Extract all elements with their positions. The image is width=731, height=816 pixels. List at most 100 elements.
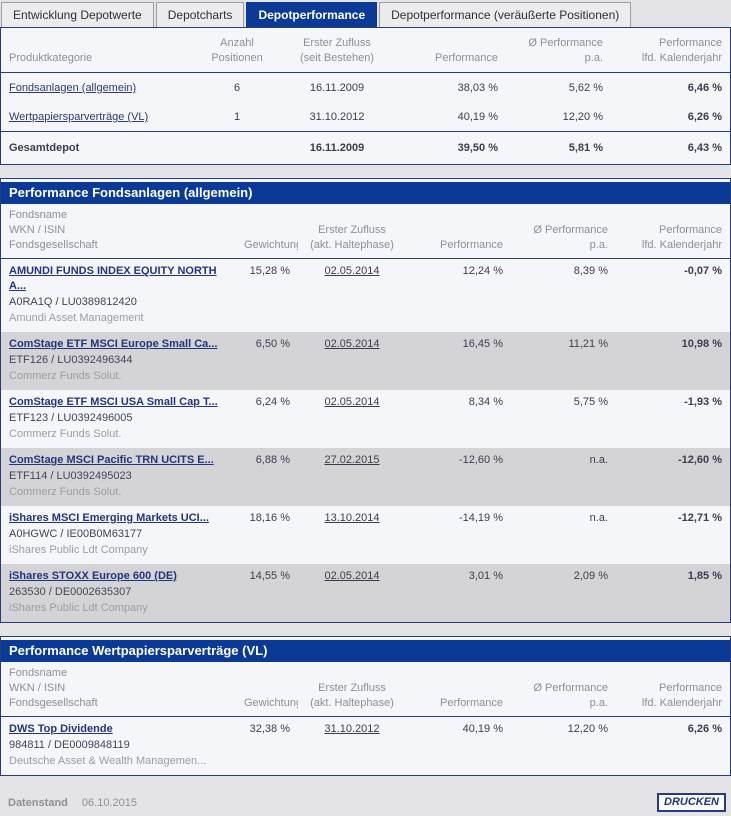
- datenstand-label: Datenstand: [8, 796, 68, 809]
- summary-header-anzahl-positionen: Anzahl Positionen: [201, 28, 273, 73]
- fund-perf-ytd: 10,98 %: [616, 332, 730, 390]
- fund-perf: -14,19 %: [458, 512, 503, 524]
- summary-count: 6: [233, 82, 241, 94]
- vl-panel: Performance Wertpapiersparverträge (VL) …: [0, 636, 731, 776]
- summary-total-perf-ytd: 6,43 %: [611, 131, 730, 164]
- summary-header-performance: Performance: [401, 28, 506, 73]
- fund-wkn-isin: 263530 / DE0002635307: [9, 586, 132, 598]
- fondsanlagen-link[interactable]: Fondsanlagen (allgemein): [9, 82, 137, 94]
- summary-count: 1: [233, 111, 241, 123]
- summary-row-fondsanlagen: Fondsanlagen (allgemein) 6 16.11.2009 38…: [1, 73, 730, 103]
- fund-header-fondsname: Fondsname WKN / ISIN Fondsgesellschaft: [1, 204, 236, 259]
- fund-header-erster-zufluss: Erster Zufluss (akt. Haltephase): [298, 204, 406, 259]
- fund-date-link[interactable]: 13.10.2014: [324, 512, 380, 524]
- fund-name-link[interactable]: DWS Top Dividende: [9, 723, 113, 735]
- fund-date-link[interactable]: 02.05.2014: [324, 570, 380, 582]
- summary-perf: 40,19 %: [457, 111, 498, 123]
- fund-header-performance-ytd: Performance lfd. Kalenderjahr: [616, 204, 730, 259]
- fund-row: ComStage MSCI Pacific TRN UCITS E... ETF…: [1, 448, 730, 506]
- fund-perf: 16,45 %: [406, 332, 511, 390]
- fund-perf-pa: 2,09 %: [511, 564, 616, 622]
- fund-name-link[interactable]: ComStage MSCI Pacific TRN UCITS E...: [9, 454, 214, 466]
- fund-perf-pa: 5,75 %: [573, 396, 608, 408]
- fund-perf-ytd: -0,07 %: [684, 265, 722, 277]
- fund-perf: 12,24 %: [462, 265, 503, 277]
- summary-perf-pa: 5,62 %: [568, 82, 603, 94]
- fund-wkn-isin: A0HGWC / IE00B0M63177: [9, 528, 143, 540]
- tab-depotperformance[interactable]: Depotperformance: [246, 2, 378, 27]
- summary-header-produktkategorie: Produktkategorie: [1, 28, 201, 73]
- fondsanlagen-table: Fondsname WKN / ISIN Fondsgesellschaft Gew…: [1, 204, 730, 622]
- summary-total-count: [201, 131, 273, 164]
- tab-entwicklung-depotwerte[interactable]: Entwicklung Depotwerte: [1, 2, 154, 27]
- fund-company: Amundi Asset Management: [9, 312, 144, 324]
- summary-table: Produktkategorie Anzahl Positionen Erster…: [1, 28, 730, 164]
- vl-table: Fondsname WKN / ISIN Fondsgesellschaft Gew…: [1, 662, 730, 775]
- fund-header-performance-ytd: Performance lfd. Kalenderjahr: [616, 662, 730, 717]
- fund-perf: 3,01 %: [406, 564, 511, 622]
- fund-header-row: Fondsname WKN / ISIN Fondsgesellschaft Gew…: [1, 204, 730, 259]
- fund-weight: 14,55 %: [236, 564, 298, 622]
- summary-perf: 38,03 %: [457, 82, 498, 94]
- summary-total-row: Gesamtdepot 16.11.2009 39,50 % 5,81 % 6,…: [1, 131, 730, 164]
- fund-date-link[interactable]: 02.05.2014: [324, 265, 380, 277]
- summary-perf-ytd: 6,46 %: [687, 82, 722, 94]
- fund-name-link[interactable]: ComStage ETF MSCI Europe Small Ca...: [9, 338, 218, 350]
- fund-date-link[interactable]: 31.10.2012: [324, 723, 380, 735]
- summary-header-performance-ytd: Performance lfd. Kalenderjahr: [611, 28, 730, 73]
- fund-wkn-isin: ETF114 / LU0392495023: [9, 470, 132, 482]
- fund-perf-pa: 12,20 %: [567, 723, 608, 735]
- fund-weight: 6,88 %: [236, 448, 298, 506]
- summary-date: 31.10.2012: [309, 111, 365, 123]
- fund-name-link[interactable]: iShares STOXX Europe 600 (DE): [9, 570, 177, 582]
- tab-bar: Entwicklung Depotwerte Depotcharts Depot…: [0, 0, 731, 27]
- fund-perf-pa: n.a.: [511, 448, 616, 506]
- summary-perf-ytd: 6,26 %: [687, 111, 722, 123]
- fund-header-erster-zufluss: Erster Zufluss (akt. Haltephase): [298, 662, 406, 717]
- summary-total-perf-pa: 5,81 %: [506, 131, 611, 164]
- fund-perf-pa: n.a.: [589, 512, 608, 524]
- fund-name-link[interactable]: AMUNDI FUNDS INDEX EQUITY NORTH A...: [9, 265, 217, 292]
- fund-weight: 18,16 %: [249, 512, 290, 524]
- summary-perf-pa: 12,20 %: [562, 111, 603, 123]
- fund-header-gewichtung: Gewichtung: [236, 662, 298, 717]
- fund-perf-ytd: -12,60 %: [616, 448, 730, 506]
- fund-date-link[interactable]: 02.05.2014: [324, 396, 380, 408]
- fund-name-link[interactable]: ComStage ETF MSCI USA Small Cap T...: [9, 396, 218, 408]
- fund-date-link[interactable]: 27.02.2015: [324, 454, 380, 466]
- gesamtdepot-label: Gesamtdepot: [1, 131, 201, 164]
- fund-company: iShares Public Ldt Company: [9, 602, 148, 614]
- wertpapiersparvertraege-link[interactable]: Wertpapiersparverträge (VL): [9, 111, 149, 123]
- summary-total-date: 16.11.2009: [273, 131, 401, 164]
- fund-company: Deutsche Asset & Wealth Managemen...: [9, 755, 207, 767]
- tab-depotcharts[interactable]: Depotcharts: [155, 2, 245, 27]
- fund-company: Commerz Funds Solut.: [9, 486, 122, 498]
- fund-wkn-isin: A0RA1Q / LU0389812420: [9, 296, 137, 308]
- summary-header-erster-zufluss: Erster Zufluss (seit Bestehen): [273, 28, 401, 73]
- footer: Datenstand 06.10.2015 DRUCKEN: [0, 789, 731, 812]
- fund-perf: 40,19 %: [462, 723, 503, 735]
- summary-date: 16.11.2009: [309, 82, 365, 94]
- fund-date-link[interactable]: 02.05.2014: [324, 338, 380, 350]
- datenstand: Datenstand 06.10.2015: [8, 797, 137, 809]
- print-button[interactable]: DRUCKEN: [657, 793, 726, 812]
- fund-perf: -12,60 %: [406, 448, 511, 506]
- fund-weight: 15,28 %: [249, 265, 290, 277]
- fund-wkn-isin: ETF123 / LU0392496005: [9, 412, 133, 424]
- fund-perf-ytd: 1,85 %: [616, 564, 730, 622]
- summary-header-performance-pa: Ø Performance p.a.: [506, 28, 611, 73]
- fondsanlagen-panel: Performance Fondsanlagen (allgemein) Fon…: [0, 178, 731, 623]
- vl-section-title: Performance Wertpapiersparverträge (VL): [1, 640, 730, 662]
- fund-header-gewichtung: Gewichtung: [236, 204, 298, 259]
- fund-company: iShares Public Ldt Company: [9, 544, 148, 556]
- fund-company: Commerz Funds Solut.: [9, 370, 122, 382]
- fund-name-link[interactable]: iShares MSCI Emerging Markets UCI...: [9, 512, 209, 524]
- tab-depotperformance-veraeusserte[interactable]: Depotperformance (veräußerte Positionen): [379, 2, 632, 27]
- fund-perf-ytd: -1,93 %: [684, 396, 722, 408]
- fondsanlagen-section-title: Performance Fondsanlagen (allgemein): [1, 182, 730, 204]
- fund-weight: 6,50 %: [236, 332, 298, 390]
- fund-row: iShares STOXX Europe 600 (DE) 263530 / D…: [1, 564, 730, 622]
- fund-row: AMUNDI FUNDS INDEX EQUITY NORTH A... A0R…: [1, 259, 730, 333]
- fund-header-performance-pa: Ø Performance p.a.: [511, 662, 616, 717]
- fund-company: Commerz Funds Solut.: [9, 428, 122, 440]
